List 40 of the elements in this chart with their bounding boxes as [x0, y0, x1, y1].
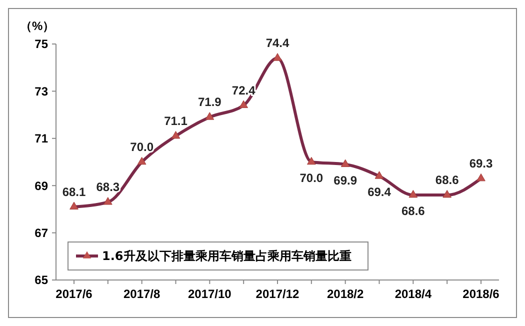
data-label: 69.9 [334, 173, 358, 188]
data-label: 70.0 [130, 140, 154, 154]
point [476, 173, 486, 182]
point [70, 202, 78, 210]
x-tick-label: 2018/4 [394, 287, 432, 301]
data-label: 68.6 [401, 204, 426, 218]
point [273, 53, 282, 61]
point [239, 100, 248, 108]
y-tick-label: 73 [34, 84, 48, 98]
y-tick-label: 75 [34, 37, 48, 52]
data-label: 69.4 [368, 185, 392, 200]
x-tick-label: 2018/6 [462, 287, 500, 301]
x-tick-label: 2017/6 [56, 287, 93, 301]
y-axis-title: （%） [20, 19, 55, 33]
data-label: 70.0 [300, 171, 324, 185]
point [340, 159, 350, 168]
y-tick-label: 71 [34, 132, 48, 146]
data-label: 71.9 [198, 95, 222, 110]
point [137, 156, 146, 165]
point [205, 112, 214, 120]
y-tick-label: 69 [34, 178, 48, 193]
data-label: 68.1 [62, 184, 86, 199]
y-tick-label: 65 [34, 273, 48, 288]
y-tick-label: 67 [34, 226, 48, 240]
point [442, 190, 452, 198]
x-tick-label: 2017/8 [123, 287, 161, 301]
point [307, 156, 316, 165]
data-label: 68.6 [435, 173, 460, 188]
x-tick-label: 2018/2 [326, 287, 364, 301]
point [104, 197, 112, 205]
data-label: 68.3 [96, 180, 120, 194]
point [374, 171, 384, 179]
legend-label: 1.6升及以下排量乘用车销量占乘用车销量比重 [102, 249, 352, 264]
data-label: 74.4 [266, 36, 290, 50]
point [171, 130, 180, 139]
data-label: 71.1 [164, 114, 188, 128]
point [408, 190, 418, 198]
x-tick-label: 2017/12 [256, 287, 300, 301]
x-tick-label: 2017/10 [188, 287, 232, 301]
data-label: 69.3 [469, 156, 493, 171]
